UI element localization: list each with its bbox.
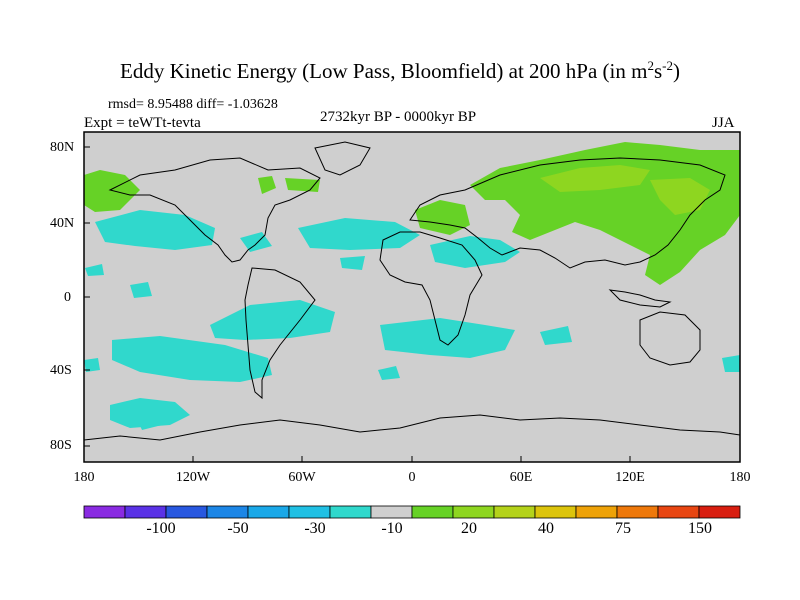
lon-label-60e: 60E: [509, 470, 533, 485]
colorbar-label: -30: [304, 520, 326, 537]
time-period-label: 2732kyr BP - 0000kyr BP: [320, 109, 477, 125]
north-america-coast: [108, 157, 321, 263]
lat-label-80n: 80N: [50, 140, 75, 155]
colorbar-label: 75: [615, 520, 631, 537]
alaska-green-region: [258, 176, 276, 194]
colorbar-cell: [575, 505, 618, 519]
colorbar-cell: [698, 505, 741, 519]
greenland-coast: [314, 141, 371, 176]
north-pacific-cyan-band: [95, 210, 215, 250]
central-pacific-cyan-patch: [85, 264, 104, 276]
colorbar-cell: [288, 505, 331, 519]
positive-anomaly-regions: [84, 142, 740, 285]
lon-label-120e: 120E: [615, 470, 645, 485]
colorbar-label: 20: [461, 520, 477, 537]
north-atlantic-cyan-band: [298, 218, 420, 250]
colorbar-cell: [452, 505, 495, 519]
lat-label-40s: 40S: [50, 363, 72, 378]
lon-label-0: 0: [408, 470, 416, 485]
north-africa-cyan-band: [430, 236, 520, 268]
indonesia-coast: [608, 289, 672, 308]
colorbar-cell: [411, 505, 454, 519]
axis-ticks: [83, 146, 741, 462]
caribbean-cyan-patch: [240, 232, 272, 252]
colorbar-cell: [370, 505, 413, 519]
mid-atlantic-cyan-patch: [340, 256, 365, 270]
australia-coast: [639, 311, 701, 366]
south-atlantic-cyan-region: [380, 318, 515, 358]
colorbar-cell: [329, 505, 372, 519]
colorbar-cell: [165, 505, 208, 519]
lat-label-80s: 80S: [50, 438, 72, 453]
south-pacific-cyan-region: [112, 336, 272, 382]
coastlines: [83, 141, 741, 441]
siberia-lightgreen-region: [540, 165, 650, 192]
lon-label-120w: 120W: [175, 470, 211, 485]
colorbar-cell: [206, 505, 249, 519]
map-title: Eddy Kinetic Energy (Low Pass, Bloomfiel…: [120, 58, 680, 83]
africa-coast: [379, 231, 483, 346]
colorbar-cell: [247, 505, 290, 519]
colorbar-label: -50: [227, 520, 249, 537]
colorbar: [83, 505, 741, 519]
negative-anomaly-regions: [84, 210, 740, 430]
south-america-cyan-region: [210, 300, 335, 340]
sub-antarctic-cyan-band: [110, 398, 190, 428]
experiment-label: Expt = teWTt-tevta: [84, 115, 201, 131]
antarctica-coast: [83, 414, 741, 441]
east-asia-lightgreen-region: [650, 178, 710, 215]
colorbar-cell: [493, 505, 536, 519]
colorbar-cell: [124, 505, 167, 519]
colorbar-cell: [83, 505, 126, 519]
tasman-cyan-patch: [722, 355, 740, 372]
colorbar-cell: [657, 505, 700, 519]
lat-label-equator: 0: [64, 290, 71, 305]
season-label: JJA: [712, 115, 735, 131]
indian-ocean-cyan-patch: [540, 326, 572, 345]
south-america-coast: [244, 267, 316, 400]
colorbar-label: 150: [688, 520, 712, 537]
southern-ocean-cyan-patch: [84, 358, 100, 372]
colorbar-label: -100: [146, 520, 176, 537]
eurasia-green-region: [470, 142, 740, 285]
lat-label-40n: 40N: [50, 216, 75, 231]
colorbar-cell: [616, 505, 659, 519]
colorbar-label: 40: [538, 520, 554, 537]
eurasia-coast: [409, 157, 726, 269]
colorbar-cell: [534, 505, 577, 519]
lon-label-180e: 180: [729, 470, 751, 485]
colorbar-label: -10: [381, 520, 403, 537]
rmsd-diff-stats: rmsd= 8.95488 diff= -1.03628: [108, 97, 278, 112]
lon-label-60w: 60W: [288, 470, 316, 485]
far-east-green-region: [725, 175, 740, 198]
south-atlantic-small-cyan-patch: [378, 366, 400, 380]
equatorial-pacific-cyan-patch: [130, 282, 152, 298]
lon-label-180w: 180: [73, 470, 95, 485]
